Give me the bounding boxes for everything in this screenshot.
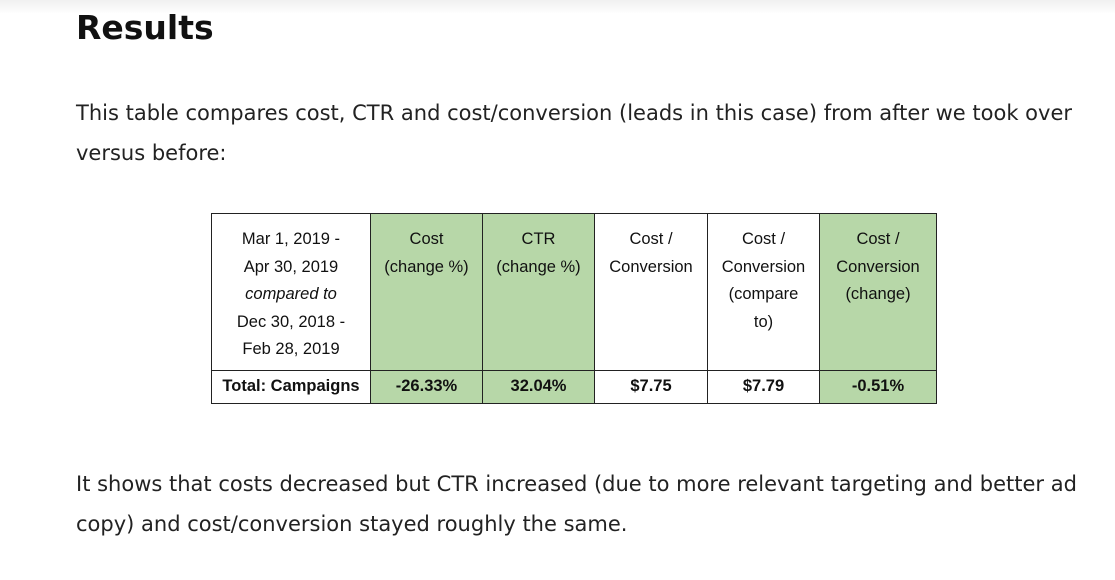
table-row: Total: Campaigns -26.33% 32.04% $7.75 $7… [211, 370, 937, 404]
top-shade [0, 0, 1115, 14]
date-line: Mar 1, 2019 - [241, 230, 341, 248]
cell-cost-conversion-compare: $7.79 [707, 370, 820, 404]
cell-cost-conversion-change: -0.51% [819, 370, 937, 404]
compared-to-label: compared to [245, 285, 337, 303]
header-cost-conversion: Cost / Conversion [594, 213, 708, 371]
header-cost-conversion-change: Cost / Conversion (change) [819, 213, 937, 371]
cell-cost-conversion: $7.75 [594, 370, 708, 404]
cell-ctr-change: 32.04% [482, 370, 595, 404]
header-cost-conversion-compare: Cost / Conversion (compare to) [707, 213, 820, 371]
date-line: Apr 30, 2019 [243, 257, 339, 276]
intro-paragraph: This table compares cost, CTR and cost/c… [76, 101, 1072, 165]
section-heading: Results [76, 8, 214, 47]
row-label: Total: Campaigns [211, 370, 371, 404]
date-range-cell: Mar 1, 2019 - Apr 30, 2019 compared to D… [211, 213, 371, 371]
table-header-row: Mar 1, 2019 - Apr 30, 2019 compared to D… [211, 213, 937, 371]
header-cost-change: Cost (change %) [370, 213, 483, 371]
header-ctr-change: CTR (change %) [482, 213, 595, 371]
conclusion-paragraph: It shows that costs decreased but CTR in… [76, 472, 1077, 536]
cell-cost-change: -26.33% [370, 370, 483, 404]
results-table: Mar 1, 2019 - Apr 30, 2019 compared to D… [211, 213, 937, 404]
date-line: Dec 30, 2018 - [236, 312, 346, 331]
date-line: Feb 28, 2019 [242, 340, 340, 358]
